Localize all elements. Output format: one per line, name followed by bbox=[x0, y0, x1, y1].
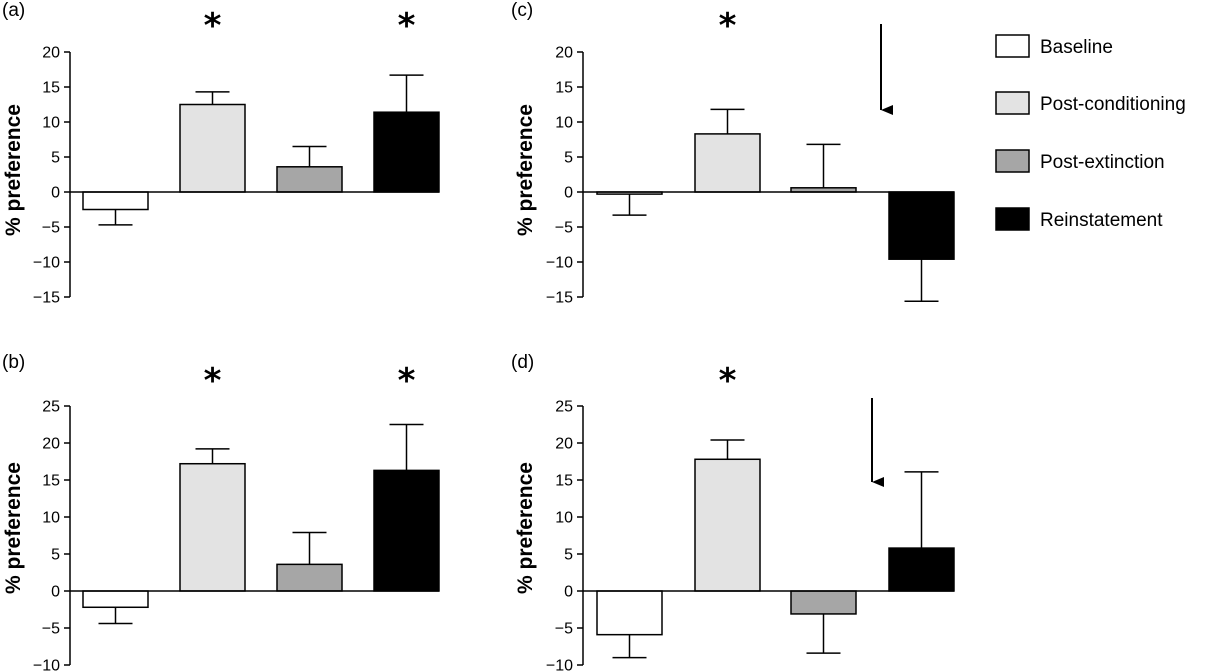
y-tick-label: 20 bbox=[555, 436, 573, 453]
panel-d: (d) % preference 25 20 15 10 5 0 −5 −10 * bbox=[511, 352, 955, 672]
y-tick-label: 10 bbox=[42, 510, 60, 527]
bar-baseline bbox=[82, 191, 149, 211]
legend-swatch-baseline bbox=[995, 34, 1030, 58]
y-tick-label: 15 bbox=[42, 473, 60, 490]
y-tick-label: −10 bbox=[546, 255, 573, 272]
y-tick-label: 10 bbox=[555, 115, 573, 132]
legend-swatch-post-conditioning bbox=[995, 91, 1030, 115]
significance-star: * bbox=[204, 361, 222, 401]
legend: Baseline Post-conditioning Post-extincti… bbox=[995, 34, 1186, 231]
y-tick-label: 5 bbox=[51, 150, 60, 167]
y-tick-label: 15 bbox=[42, 80, 60, 97]
panel-label: (a) bbox=[2, 0, 25, 21]
panel-c: (c) % preference 20 15 10 5 0 −5 −10 −15 * bbox=[511, 0, 955, 307]
y-tick-label: 10 bbox=[555, 510, 573, 527]
bar-reinstatement bbox=[888, 547, 955, 592]
bar-reinstatement bbox=[373, 469, 440, 592]
bar-post-conditioning bbox=[694, 133, 761, 193]
significance-star: * bbox=[398, 361, 416, 401]
legend-swatch-post-extinction bbox=[995, 149, 1030, 173]
y-tick-label: 5 bbox=[564, 150, 573, 167]
y-tick-label: −10 bbox=[33, 658, 60, 672]
bar-baseline bbox=[82, 590, 149, 609]
y-axis-label: % preference bbox=[514, 104, 537, 236]
significance-star: * bbox=[719, 6, 737, 46]
y-tick-label: 0 bbox=[564, 185, 573, 202]
panel-a: (a) % preference 20 15 10 5 0 −5 −10 −15 * * bbox=[2, 0, 440, 307]
legend-item-reinstatement: Reinstatement bbox=[995, 207, 1163, 231]
y-axis-label: % preference bbox=[2, 104, 25, 236]
y-tick-label: 0 bbox=[51, 185, 60, 202]
bar-post-extinction bbox=[276, 166, 343, 193]
bar-post-conditioning bbox=[179, 462, 246, 592]
bar-post-extinction bbox=[790, 590, 857, 615]
y-axis-label: % preference bbox=[2, 462, 25, 594]
y-tick-label: 10 bbox=[42, 115, 60, 132]
y-tick-label: 20 bbox=[555, 45, 573, 62]
bar-post-conditioning bbox=[694, 458, 761, 592]
y-tick-label: −10 bbox=[33, 255, 60, 272]
y-tick-label: −5 bbox=[555, 220, 573, 237]
y-tick-label: −5 bbox=[42, 621, 60, 638]
y-tick-label: 15 bbox=[555, 80, 573, 97]
y-axis-label: % preference bbox=[514, 462, 537, 594]
y-tick-label: −15 bbox=[546, 290, 573, 307]
legend-item-post-conditioning: Post-conditioning bbox=[995, 91, 1186, 115]
panel-b: (b) % preference 25 20 15 10 5 0 −5 −10 * * bbox=[2, 352, 440, 672]
y-tick-label: 20 bbox=[42, 436, 60, 453]
significance-star: * bbox=[204, 6, 222, 46]
legend-label-baseline: Baseline bbox=[1040, 37, 1113, 58]
legend-label-post-conditioning: Post-conditioning bbox=[1040, 94, 1186, 115]
significance-star: * bbox=[719, 361, 737, 401]
y-tick-label: 20 bbox=[42, 45, 60, 62]
y-tick-label: −15 bbox=[33, 290, 60, 307]
y-tick-label: 25 bbox=[42, 399, 60, 416]
legend-item-baseline: Baseline bbox=[995, 34, 1113, 58]
y-tick-label: −5 bbox=[555, 621, 573, 638]
y-tick-label: 0 bbox=[564, 584, 573, 601]
legend-item-post-extinction: Post-extinction bbox=[995, 149, 1165, 173]
panel-label: (b) bbox=[2, 352, 25, 373]
bar-reinstatement bbox=[888, 191, 955, 260]
legend-label-reinstatement: Reinstatement bbox=[1040, 210, 1163, 231]
bar-reinstatement bbox=[373, 111, 440, 193]
y-tick-label: 5 bbox=[51, 547, 60, 564]
y-tick-label: 5 bbox=[564, 547, 573, 564]
y-tick-label: 0 bbox=[51, 584, 60, 601]
y-tick-label: −5 bbox=[42, 220, 60, 237]
legend-label-post-extinction: Post-extinction bbox=[1040, 152, 1165, 173]
panel-label: (d) bbox=[511, 352, 534, 373]
significance-star: * bbox=[398, 6, 416, 46]
y-tick-label: 15 bbox=[555, 473, 573, 490]
panel-label: (c) bbox=[511, 0, 533, 21]
y-tick-label: 25 bbox=[555, 399, 573, 416]
bar-post-extinction bbox=[276, 563, 343, 592]
y-tick-label: −10 bbox=[546, 658, 573, 672]
bar-post-conditioning bbox=[179, 103, 246, 193]
bar-baseline bbox=[596, 590, 663, 636]
legend-swatch-reinstatement bbox=[995, 207, 1030, 231]
